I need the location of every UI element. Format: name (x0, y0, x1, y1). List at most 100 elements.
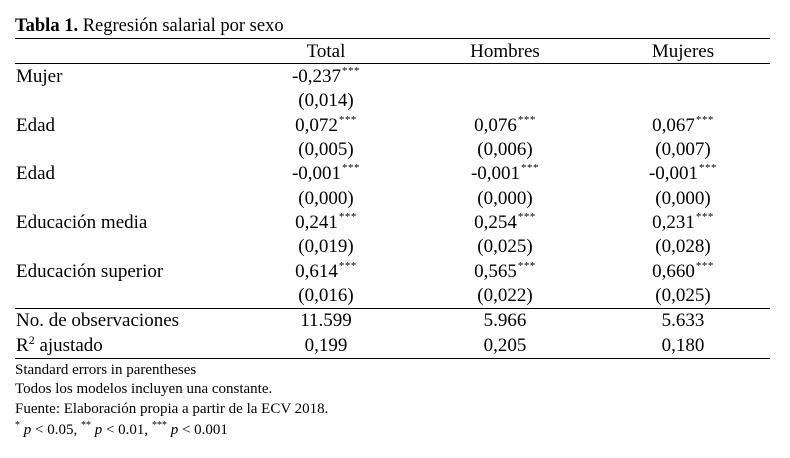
standard-error-hombres: (0,006) (477, 139, 533, 161)
sig-stars: * (15, 420, 20, 431)
standard-error-hombres: (0,000) (477, 187, 533, 209)
stat-row-observations: No. de observaciones 11.599 5.966 5.633 (0, 309, 790, 333)
significance-stars: *** (695, 113, 714, 126)
variable-label: Educación superior (16, 260, 164, 282)
stat-row-r2: R2 ajustado 0,199 0,205 0,180 (0, 334, 790, 358)
significance-stars: *** (338, 113, 357, 126)
standard-error-total: (0,016) (298, 285, 354, 307)
standard-error-mujeres: (0,028) (655, 236, 711, 258)
coefficient-value: 0,241 (295, 212, 338, 234)
sig-p: p (170, 422, 179, 438)
table-number: Tabla 1. (15, 16, 79, 36)
standard-error-mujeres: (0,000) (655, 187, 711, 209)
table-caption: Regresión salarial por sexo (78, 16, 284, 36)
coefficient-mujeres: -0,001*** (649, 162, 717, 186)
variable-label: Mujer (16, 66, 63, 87)
significance-stars: *** (338, 211, 357, 224)
sig-threshold: < 0.01, (102, 422, 152, 438)
standard-error-hombres: (0,022) (477, 285, 533, 307)
coefficient-row: Edad 0,072*** 0,076*** 0,067*** (0, 114, 790, 138)
note-constant: Todos los modelos incluyen una constante… (15, 381, 273, 397)
bottom-rule (15, 358, 770, 359)
stat-value: 0,199 (304, 335, 348, 356)
coefficient-hombres: 0,565*** (474, 260, 536, 284)
r2-rest: ajustado (34, 335, 103, 356)
standard-error-row: (0,019) (0,025) (0,028) (0, 235, 790, 259)
coefficient-value: 0,076 (474, 114, 517, 136)
stat-label: R2 ajustado (16, 334, 103, 358)
variable-label: Edad (16, 114, 56, 136)
column-header-total: Total (306, 41, 346, 62)
standard-error-row: (0,016) (0,022) (0,025) (0, 284, 790, 308)
header-rule (15, 63, 770, 64)
stat-label: No. de observaciones (16, 310, 180, 331)
header-row: Total Hombres Mujeres (0, 40, 790, 64)
significance-stars: *** (342, 162, 361, 175)
coefficient-mujeres: 0,067*** (652, 114, 714, 138)
sig-p: p (23, 422, 32, 438)
coefficient-hombres: -0,001*** (471, 162, 539, 186)
note-standard-errors: Standard errors in parentheses (15, 362, 197, 378)
stat-value: 0,180 (661, 335, 705, 356)
stat-value: 5.966 (483, 310, 527, 331)
coefficient-total: 0,072*** (295, 114, 357, 138)
standard-error-hombres: (0,025) (477, 236, 533, 258)
coefficient-row: Edad -0,001*** -0,001*** -0,001*** (0, 162, 790, 186)
coefficient-value: -0,001 (470, 163, 521, 185)
coefficient-row: Educación media 0,241*** 0,254*** 0,231*** (0, 211, 790, 235)
standard-error-row: (0,014) (0, 89, 790, 113)
coefficient-total: -0,001*** (292, 162, 360, 186)
sig-p: p (94, 422, 103, 438)
significance-stars: *** (695, 211, 714, 224)
coefficient-value: 0,614 (295, 260, 338, 282)
sig-threshold: < 0.05, (31, 422, 81, 438)
coefficient-value: 0,067 (652, 114, 695, 136)
significance-stars: *** (517, 211, 536, 224)
coefficient-value: 0,072 (295, 114, 338, 136)
coefficient-total: 0,241*** (295, 211, 357, 235)
significance-stars: *** (699, 162, 718, 175)
variable-label: Edad (16, 163, 56, 185)
coefficient-mujeres: 0,231*** (652, 211, 714, 235)
coefficient-value: -0,001 (291, 163, 342, 185)
stats-rule (15, 308, 770, 309)
coefficient-mujeres: 0,660*** (652, 260, 714, 284)
coefficient-value: -0,237 (291, 66, 342, 87)
sig-threshold: < 0.001 (178, 422, 228, 438)
coefficient-value: 0,565 (474, 260, 517, 282)
standard-error-row: (0,000) (0,000) (0,000) (0, 187, 790, 211)
stat-value: 11.599 (300, 310, 352, 331)
coefficient-row: Educación superior 0,614*** 0,565*** 0,660*… (0, 260, 790, 284)
coefficient-total: 0,614*** (295, 260, 357, 284)
coefficient-value: 0,660 (652, 260, 695, 282)
standard-error-mujeres: (0,025) (655, 285, 711, 307)
significance-stars: *** (521, 162, 540, 175)
standard-error-total: (0,019) (298, 236, 354, 258)
standard-error-total: (0,000) (298, 187, 354, 209)
standard-error-mujeres: (0,007) (655, 139, 711, 161)
significance-stars: *** (517, 259, 536, 272)
variable-label: Educación media (16, 212, 148, 234)
r2-superscript: 2 (28, 333, 35, 347)
coefficient-value: -0,001 (648, 163, 699, 185)
sig-stars: ** (80, 420, 91, 431)
coefficient-value: 0,231 (652, 212, 695, 234)
stat-value: 0,205 (483, 335, 527, 356)
significance-stars: *** (342, 65, 361, 77)
stat-value: 5.633 (661, 310, 705, 331)
note-significance: * p < 0.05, ** p < 0.01, *** p < 0.001 (15, 421, 228, 439)
column-header-hombres: Hombres (470, 41, 540, 62)
table-title: Tabla 1. Regresión salarial por sexo (15, 15, 284, 37)
note-source: Fuente: Elaboración propia a partir de l… (15, 401, 329, 417)
significance-stars: *** (517, 113, 536, 126)
column-header-mujeres: Mujeres (651, 41, 715, 62)
coefficient-total: -0,237*** (292, 65, 360, 89)
standard-error-total: (0,014) (298, 90, 354, 112)
sig-stars: *** (151, 420, 167, 431)
coefficient-hombres: 0,076*** (474, 114, 536, 138)
standard-error-row: (0,005) (0,006) (0,007) (0, 138, 790, 162)
r-letter: R (16, 335, 29, 356)
significance-stars: *** (338, 259, 357, 272)
significance-stars: *** (695, 259, 714, 272)
